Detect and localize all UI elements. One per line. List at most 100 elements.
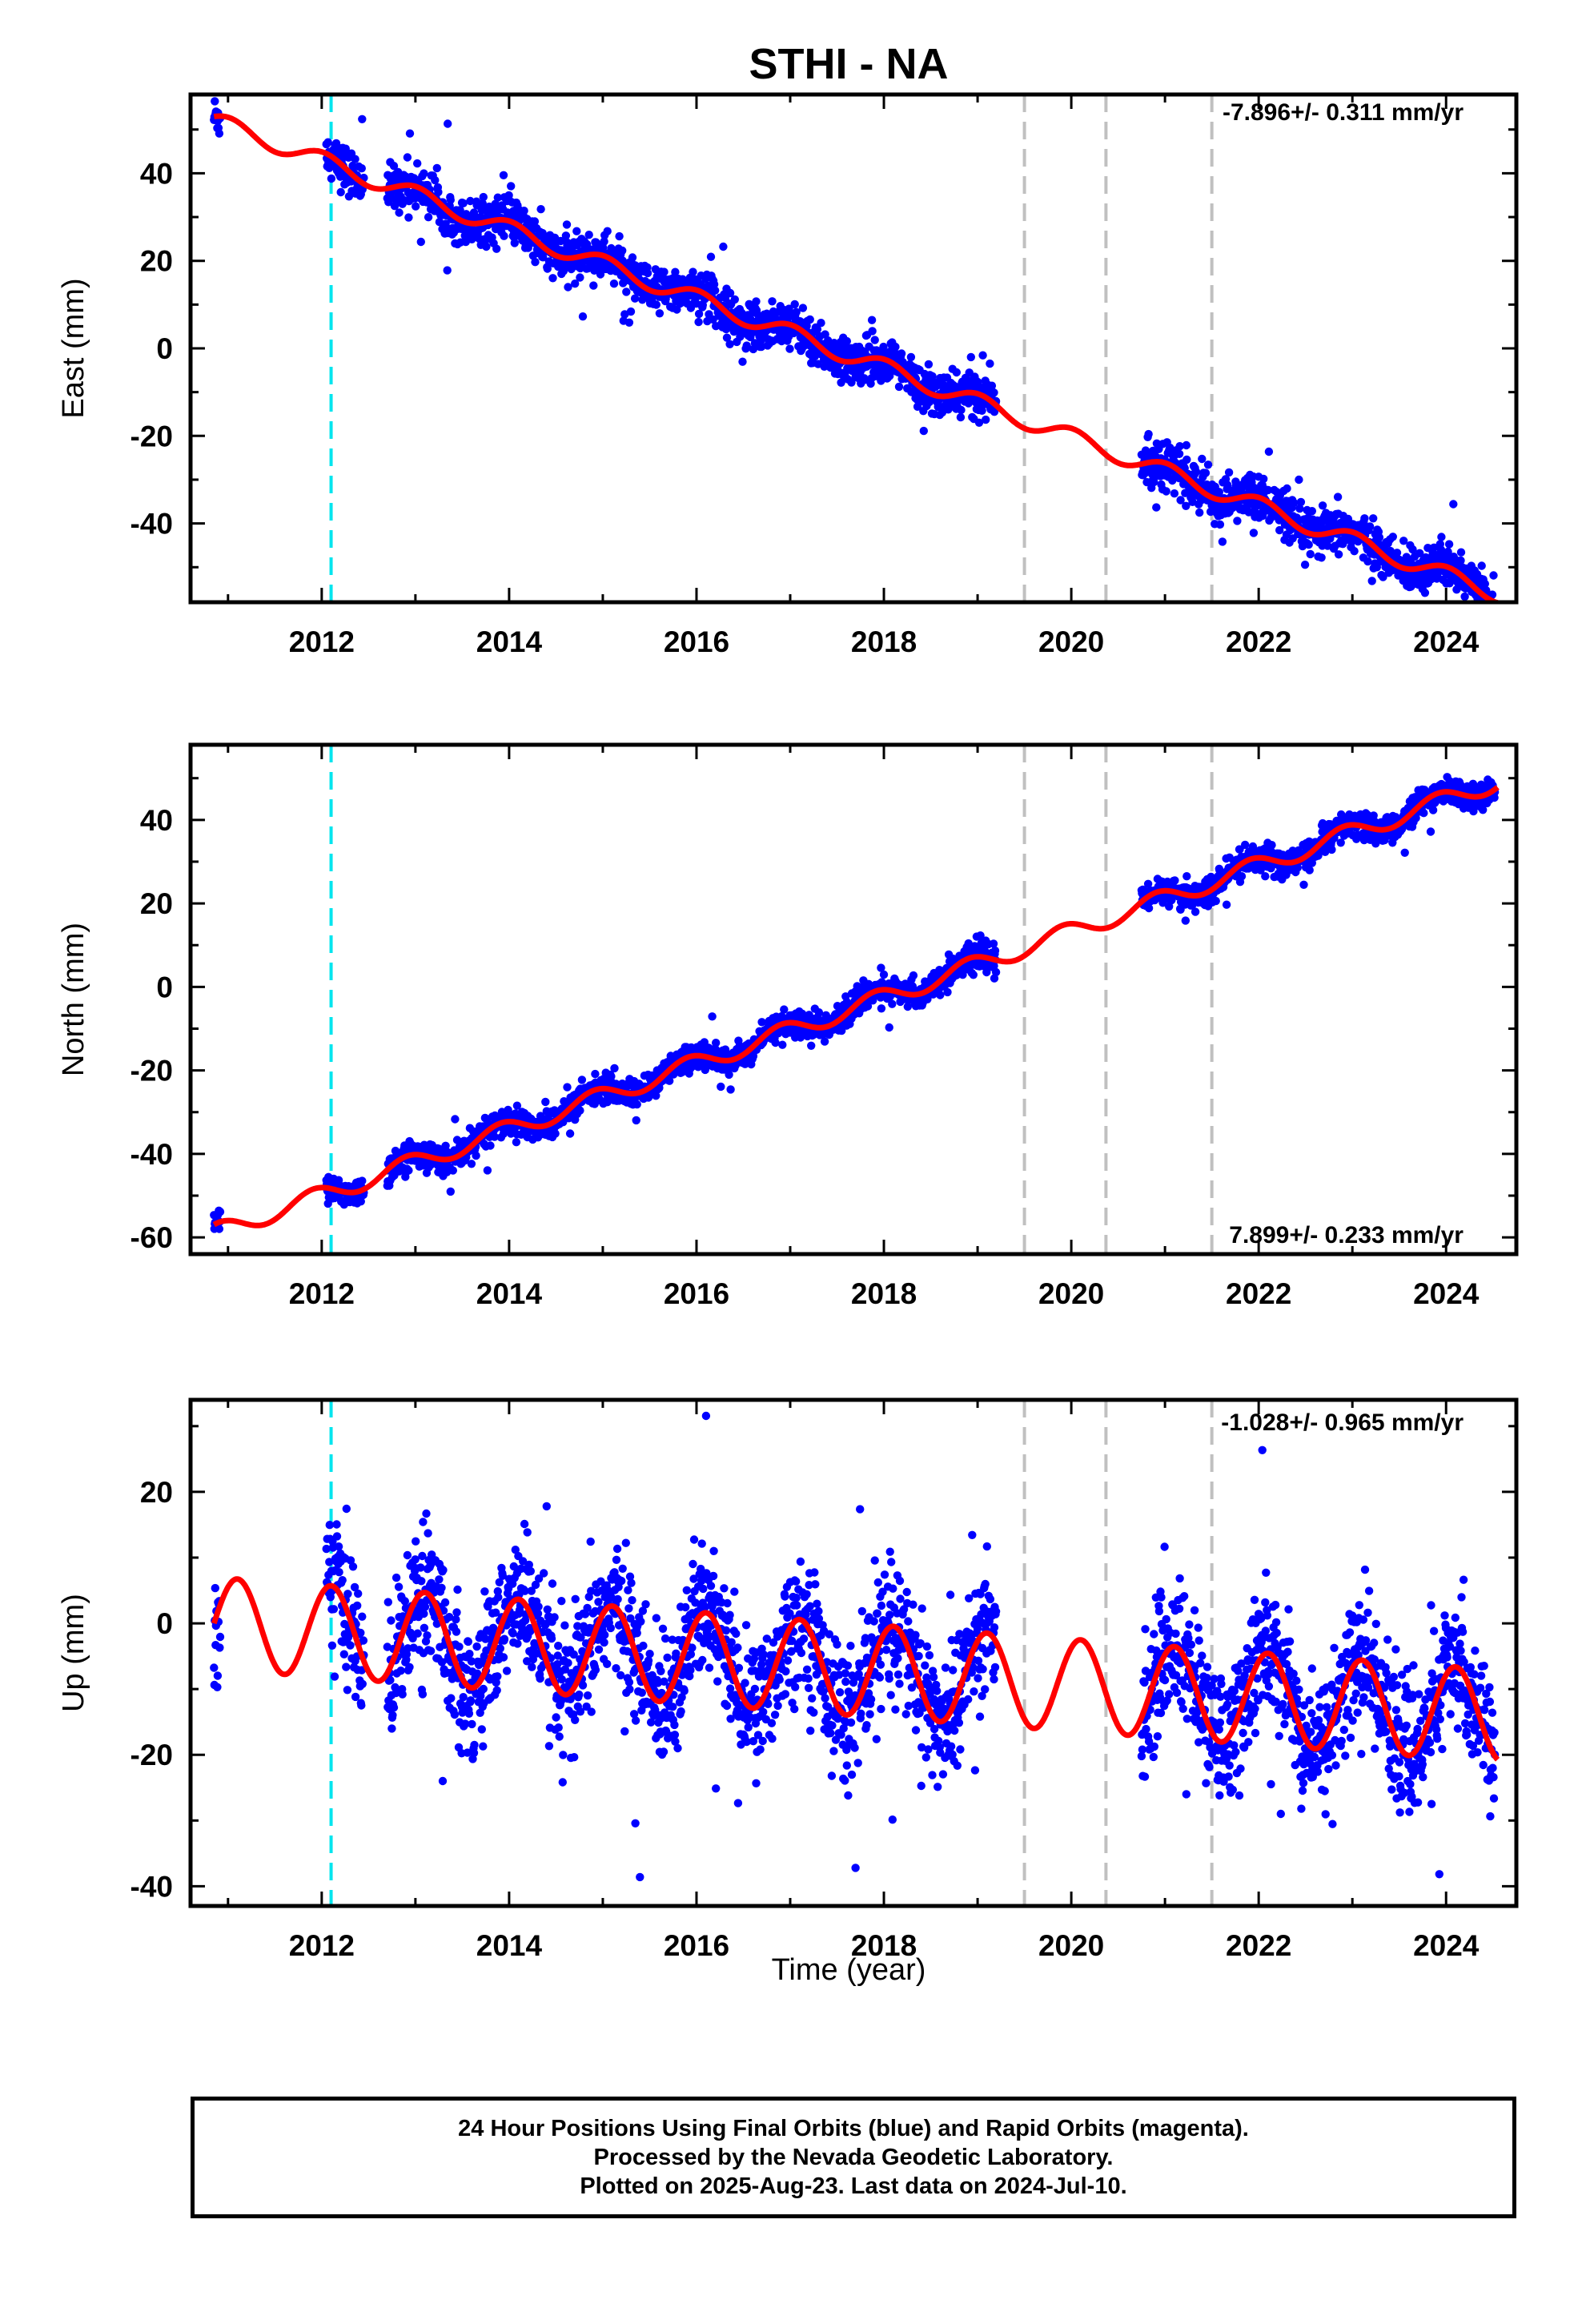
data-point (888, 999, 897, 1008)
data-point (323, 138, 332, 147)
data-point (600, 237, 608, 246)
data-point (1175, 442, 1184, 451)
data-point (630, 294, 640, 303)
data-point (837, 378, 845, 387)
data-point (576, 1106, 584, 1115)
data-point (741, 1059, 749, 1068)
data-point (215, 129, 224, 138)
data-point (357, 164, 366, 173)
data-point (1327, 845, 1336, 854)
data-point (757, 1018, 766, 1027)
x-tick-label: 2024 (1413, 625, 1480, 658)
data-point (584, 231, 593, 239)
data-point (982, 415, 990, 424)
plot-frame-north (188, 742, 1519, 1256)
data-point (817, 319, 825, 328)
data-point (1222, 900, 1231, 909)
data-point (1191, 468, 1201, 476)
data-point (1371, 839, 1380, 848)
data-point (1144, 903, 1154, 913)
data-point (404, 213, 413, 222)
data-point (482, 242, 491, 251)
data-point (694, 309, 704, 319)
data-point (1456, 548, 1466, 557)
data-point (466, 196, 475, 206)
data-point (441, 1141, 450, 1151)
data-point (628, 253, 637, 262)
x-tick-label: 2012 (289, 1277, 355, 1310)
data-point (717, 1082, 725, 1092)
data-point (444, 119, 452, 128)
data-point (1170, 876, 1179, 885)
data-point (1307, 507, 1317, 516)
data-point (499, 171, 508, 179)
data-point (986, 359, 994, 368)
data-point (1267, 841, 1276, 850)
data-point (562, 220, 572, 229)
data-point (434, 187, 443, 197)
data-point (622, 287, 631, 296)
data-point (595, 263, 604, 271)
data-point (790, 300, 799, 309)
data-point (885, 1023, 893, 1032)
data-point (564, 283, 572, 292)
data-point (958, 971, 967, 979)
data-point (785, 344, 794, 353)
data-point (730, 295, 739, 304)
data-point (1420, 589, 1430, 597)
data-point (1299, 880, 1308, 890)
data-point (1375, 533, 1384, 542)
data-point (571, 279, 580, 288)
data-point (1484, 612, 1492, 620)
data-point (510, 239, 519, 247)
data-point (1367, 577, 1376, 585)
data-point (643, 268, 652, 278)
data-point (572, 227, 581, 235)
data-point (416, 237, 425, 247)
data-point (969, 971, 978, 979)
data-point (596, 270, 605, 279)
data-point (671, 267, 680, 276)
data-point (778, 1040, 787, 1049)
data-point (541, 1097, 550, 1107)
data-point (512, 1101, 522, 1110)
rate-label-east: -7.896+/- 0.311 mm/yr (1223, 99, 1464, 126)
data-point (792, 308, 801, 316)
data-point (924, 360, 934, 369)
data-point (1490, 610, 1498, 618)
data-point (689, 267, 697, 276)
data-point (395, 208, 404, 217)
data-point (1419, 809, 1428, 818)
panel-north: 2012 2014 2016 2018 2020 2022 2024-60-40-20020… (57, 742, 1519, 1310)
data-point (725, 1070, 733, 1080)
data-point (1365, 522, 1375, 531)
data-point (1259, 474, 1268, 484)
data-point (1411, 814, 1420, 822)
data-point (326, 163, 335, 171)
data-point (563, 1083, 572, 1092)
plot-area-north (210, 745, 1500, 1254)
data-point (561, 231, 571, 240)
data-point (1321, 847, 1330, 857)
data-point (1218, 537, 1227, 546)
data-point (966, 352, 976, 362)
data-point (897, 349, 906, 358)
data-point (919, 426, 929, 436)
data-point (1195, 508, 1204, 517)
data-point (1143, 879, 1153, 889)
data-point (990, 388, 998, 397)
data-point (1449, 500, 1458, 509)
data-point (632, 1116, 640, 1125)
data-point (706, 252, 716, 261)
data-point (1233, 517, 1242, 525)
data-point (1428, 806, 1438, 814)
data-point (952, 368, 962, 377)
data-point (589, 281, 598, 290)
data-point (814, 1008, 824, 1017)
data-point (660, 267, 669, 276)
data-point (531, 258, 540, 267)
x-tick-label: 2016 (664, 625, 729, 658)
data-point (655, 309, 665, 318)
data-point (1460, 592, 1469, 601)
data-point (1275, 525, 1284, 535)
